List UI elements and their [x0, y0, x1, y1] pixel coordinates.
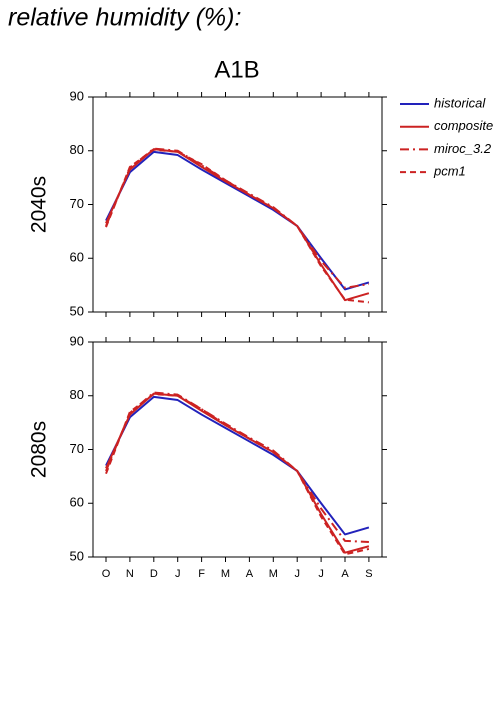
y-axis-label: 2080s	[28, 421, 51, 478]
series-line	[105, 391, 369, 543]
y-axis-label: 2040s	[28, 176, 51, 233]
y-tick-label: 80	[70, 142, 84, 157]
y-tick-label: 50	[70, 548, 84, 563]
x-tick-label: A	[246, 568, 254, 580]
series-line	[105, 147, 370, 289]
legend-label: miroc_3.2	[434, 141, 492, 156]
y-tick-label: 60	[70, 250, 84, 265]
x-tick-label: J	[294, 568, 300, 580]
series-line	[105, 150, 370, 291]
legend-label: pcm1	[433, 164, 466, 179]
y-tick-label: 90	[70, 333, 84, 348]
series-line	[105, 148, 370, 302]
y-tick-label: 80	[70, 387, 84, 402]
x-tick-label: O	[102, 568, 111, 580]
x-tick-label: M	[269, 568, 278, 580]
series-line	[105, 393, 370, 556]
x-tick-label: A	[341, 568, 349, 580]
y-tick-label: 90	[70, 88, 84, 103]
series-line	[105, 395, 370, 536]
legend-label: historical	[434, 95, 486, 110]
x-tick-label: J	[318, 568, 324, 580]
y-tick-label: 60	[70, 495, 84, 510]
legend-label: composite	[434, 118, 493, 133]
y-tick-label: 70	[70, 441, 84, 456]
x-tick-label: J	[175, 568, 181, 580]
x-tick-label: N	[126, 568, 134, 580]
x-tick-label: F	[198, 568, 205, 580]
series-line	[105, 148, 370, 304]
x-tick-label: S	[365, 568, 372, 580]
series-line	[105, 392, 370, 554]
y-tick-label: 70	[70, 196, 84, 211]
heading: relative humidity (%):	[8, 4, 241, 32]
x-tick-label: M	[221, 568, 230, 580]
chart-title: A1B	[214, 56, 259, 83]
x-tick-label: D	[150, 568, 158, 580]
y-tick-label: 50	[70, 303, 84, 318]
